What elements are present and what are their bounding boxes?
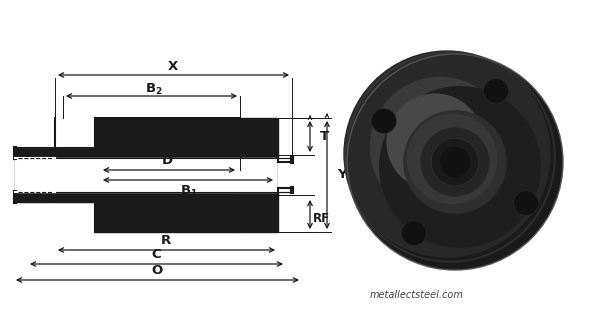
Circle shape [407, 114, 497, 204]
Text: O: O [151, 265, 163, 278]
Text: R: R [161, 234, 171, 248]
Text: metallectsteel.com: metallectsteel.com [370, 290, 464, 300]
Circle shape [514, 191, 539, 215]
Circle shape [484, 78, 508, 103]
Text: Y: Y [337, 169, 347, 181]
Polygon shape [278, 162, 292, 188]
Circle shape [440, 147, 470, 177]
Polygon shape [240, 158, 283, 192]
Polygon shape [55, 148, 95, 202]
Polygon shape [240, 155, 278, 195]
Circle shape [371, 109, 397, 133]
Circle shape [386, 94, 484, 191]
Text: RF: RF [313, 211, 330, 225]
Circle shape [370, 77, 510, 217]
Text: T: T [320, 129, 329, 142]
Polygon shape [278, 158, 294, 192]
Polygon shape [15, 158, 240, 192]
Circle shape [421, 128, 490, 197]
Circle shape [431, 138, 479, 186]
Text: 1: 1 [190, 188, 196, 198]
Circle shape [401, 221, 427, 245]
Circle shape [379, 86, 541, 248]
Circle shape [347, 54, 563, 270]
Polygon shape [240, 118, 278, 155]
Polygon shape [240, 195, 278, 232]
Circle shape [343, 50, 551, 258]
Circle shape [403, 110, 507, 214]
Text: B: B [146, 82, 156, 94]
Text: X: X [168, 60, 178, 73]
Text: 2: 2 [155, 87, 161, 95]
Text: C: C [151, 249, 161, 261]
Text: B: B [181, 184, 191, 197]
Polygon shape [95, 118, 240, 232]
Text: D: D [161, 153, 173, 167]
Polygon shape [15, 148, 55, 202]
